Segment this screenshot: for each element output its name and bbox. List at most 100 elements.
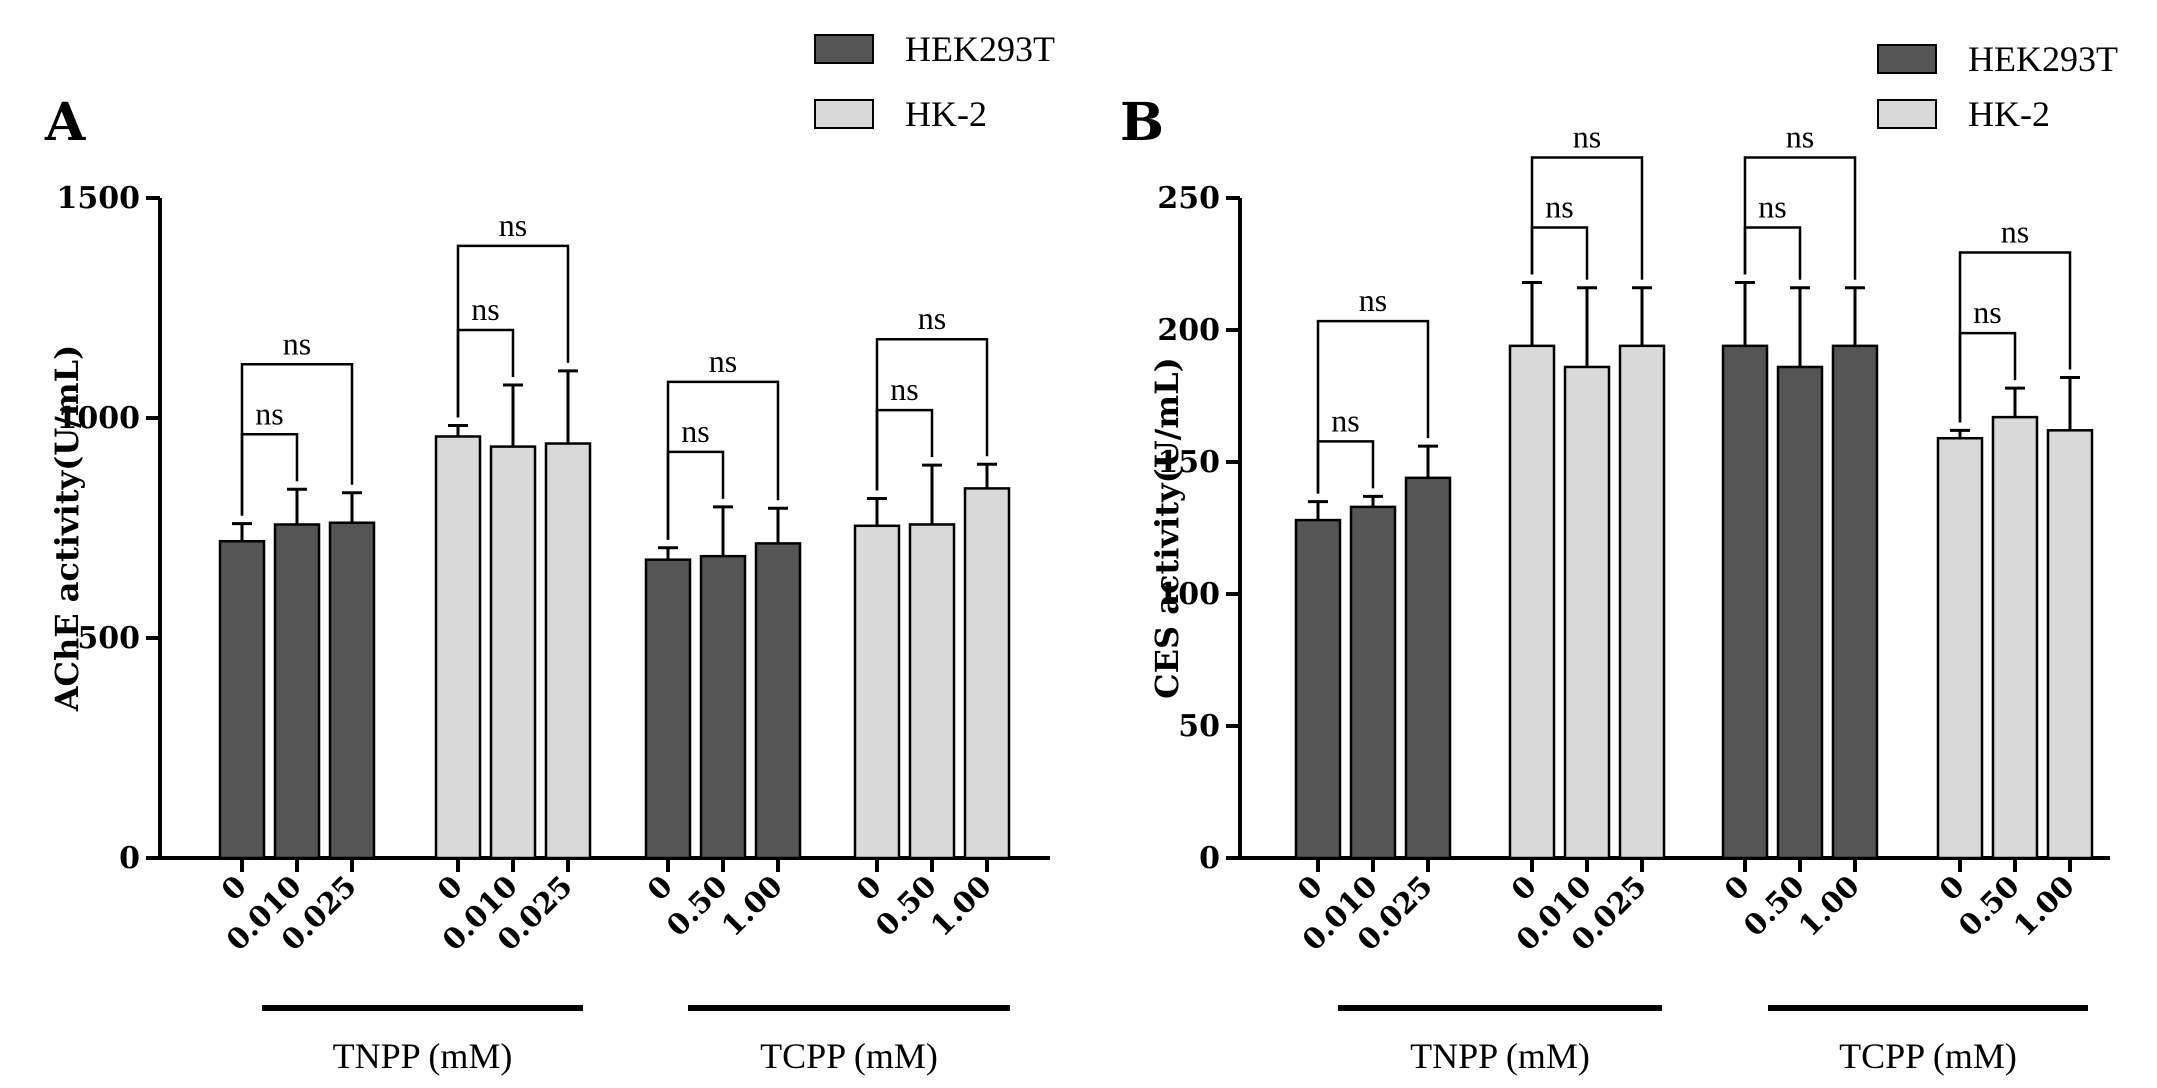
bar <box>1294 518 1342 860</box>
x-category-label: 1.00 <box>924 869 998 943</box>
bar <box>434 435 482 860</box>
x-category-label: 0.50 <box>1737 869 1811 943</box>
bar <box>1831 344 1879 860</box>
bar <box>1349 505 1397 860</box>
bar <box>754 542 802 860</box>
y-tick-label: 1000 <box>57 401 141 436</box>
significance-label: ns <box>471 291 499 327</box>
significance-bracket <box>1316 319 1430 494</box>
group-label: TCPP (mM) <box>1839 1036 2017 1076</box>
significance-label: ns <box>499 207 527 243</box>
x-category-label: 1.00 <box>2007 869 2081 943</box>
bar <box>1618 344 1666 860</box>
y-tick-label: 1500 <box>57 181 141 216</box>
bar <box>1563 365 1611 860</box>
bar <box>273 523 321 860</box>
bar <box>1991 415 2039 860</box>
significance-bracket <box>240 433 299 516</box>
group-label: TCPP (mM) <box>760 1036 938 1076</box>
significance-label: ns <box>681 413 709 449</box>
bar <box>908 523 956 860</box>
legend-swatch-hk-2 <box>1877 99 1937 129</box>
x-category-label: 0 <box>641 869 679 907</box>
x-category-label: 1.00 <box>715 869 789 943</box>
x-category-label: 0 <box>850 869 888 907</box>
significance-label: ns <box>1758 188 1786 224</box>
panel-label: B <box>1120 92 1164 153</box>
y-tick-label: 50 <box>1178 709 1220 744</box>
significance-bracket <box>1316 440 1375 494</box>
x-category-label: 0 <box>431 869 469 907</box>
significance-bracket <box>1743 156 1857 280</box>
bar <box>1776 365 1824 860</box>
significance-label: ns <box>1359 282 1387 318</box>
bar <box>1936 436 1984 860</box>
significance-bracket <box>456 328 515 418</box>
significance-bracket <box>666 380 780 540</box>
x-category-label: 0 <box>1718 869 1756 907</box>
significance-label: ns <box>709 343 737 379</box>
significance-label: ns <box>1786 118 1814 154</box>
significance-label: ns <box>2001 214 2029 250</box>
y-axis-label: AChE activity(U/mL) <box>48 345 86 713</box>
bar <box>2046 429 2094 860</box>
significance-label: ns <box>1973 294 2001 330</box>
significance-label: ns <box>890 371 918 407</box>
legend-swatch-hek293t <box>814 34 874 64</box>
bar <box>489 445 537 860</box>
bar <box>328 521 376 860</box>
y-tick-label: 200 <box>1157 313 1220 348</box>
y-tick-label: 150 <box>1157 445 1220 480</box>
panel-a-chart: A 0 500 1000 1500 AChE activity(U/mL) HEK293T H… <box>44 29 1055 1076</box>
bar <box>1508 344 1556 860</box>
y-tick-label: 0 <box>119 841 140 876</box>
y-tick-label: 0 <box>1199 841 1220 876</box>
bar <box>699 554 747 860</box>
panel-label: A <box>44 92 86 153</box>
x-category-label: 1.00 <box>1792 869 1866 943</box>
bar <box>644 558 692 860</box>
x-category-label: 0.50 <box>660 869 734 943</box>
significance-bracket <box>1958 251 2072 423</box>
significance-label: ns <box>283 325 311 361</box>
legend-label: HEK293T <box>1968 39 2118 79</box>
significance-bracket <box>1530 156 1644 280</box>
x-category-label: 0 <box>1933 869 1971 907</box>
y-tick-label: 250 <box>1157 181 1220 216</box>
legend-label: HK-2 <box>1968 94 2050 134</box>
significance-bracket <box>1743 226 1802 280</box>
significance-label: ns <box>1573 118 1601 154</box>
significance-bracket <box>1530 226 1589 280</box>
legend-label: HK-2 <box>905 94 987 134</box>
significance-label: ns <box>918 300 946 336</box>
bar <box>544 442 592 860</box>
group-label: TNPP (mM) <box>333 1036 513 1076</box>
bar <box>1721 344 1769 860</box>
bar <box>218 539 266 860</box>
significance-bracket <box>240 363 354 516</box>
significance-bracket <box>456 244 570 418</box>
significance-label: ns <box>1545 188 1573 224</box>
legend-label: HEK293T <box>905 29 1055 69</box>
x-category-label: 0.50 <box>1952 869 2026 943</box>
significance-label: ns <box>255 395 283 431</box>
significance-bracket <box>666 450 725 540</box>
panel-b-chart: B 0 50 100 150 200 250 CES activity(U/mL) HEK293… <box>1120 39 2118 1076</box>
significance-bracket <box>1958 331 2017 423</box>
significance-bracket <box>875 408 934 491</box>
significance-label: ns <box>1331 402 1359 438</box>
x-category-label: 0 <box>1291 869 1329 907</box>
x-category-label: 0 <box>1505 869 1543 907</box>
legend-swatch-hk-2 <box>814 99 874 129</box>
bar <box>853 524 901 860</box>
x-category-label: 0.50 <box>869 869 943 943</box>
y-tick-label: 100 <box>1157 577 1220 612</box>
y-axis-label: CES activity(U/mL) <box>1148 357 1186 699</box>
significance-bracket <box>875 337 989 491</box>
legend-swatch-hek293t <box>1877 44 1937 74</box>
bar <box>963 487 1011 860</box>
bar <box>1404 476 1452 860</box>
y-tick-label: 500 <box>77 621 140 656</box>
group-label: TNPP (mM) <box>1410 1036 1590 1076</box>
